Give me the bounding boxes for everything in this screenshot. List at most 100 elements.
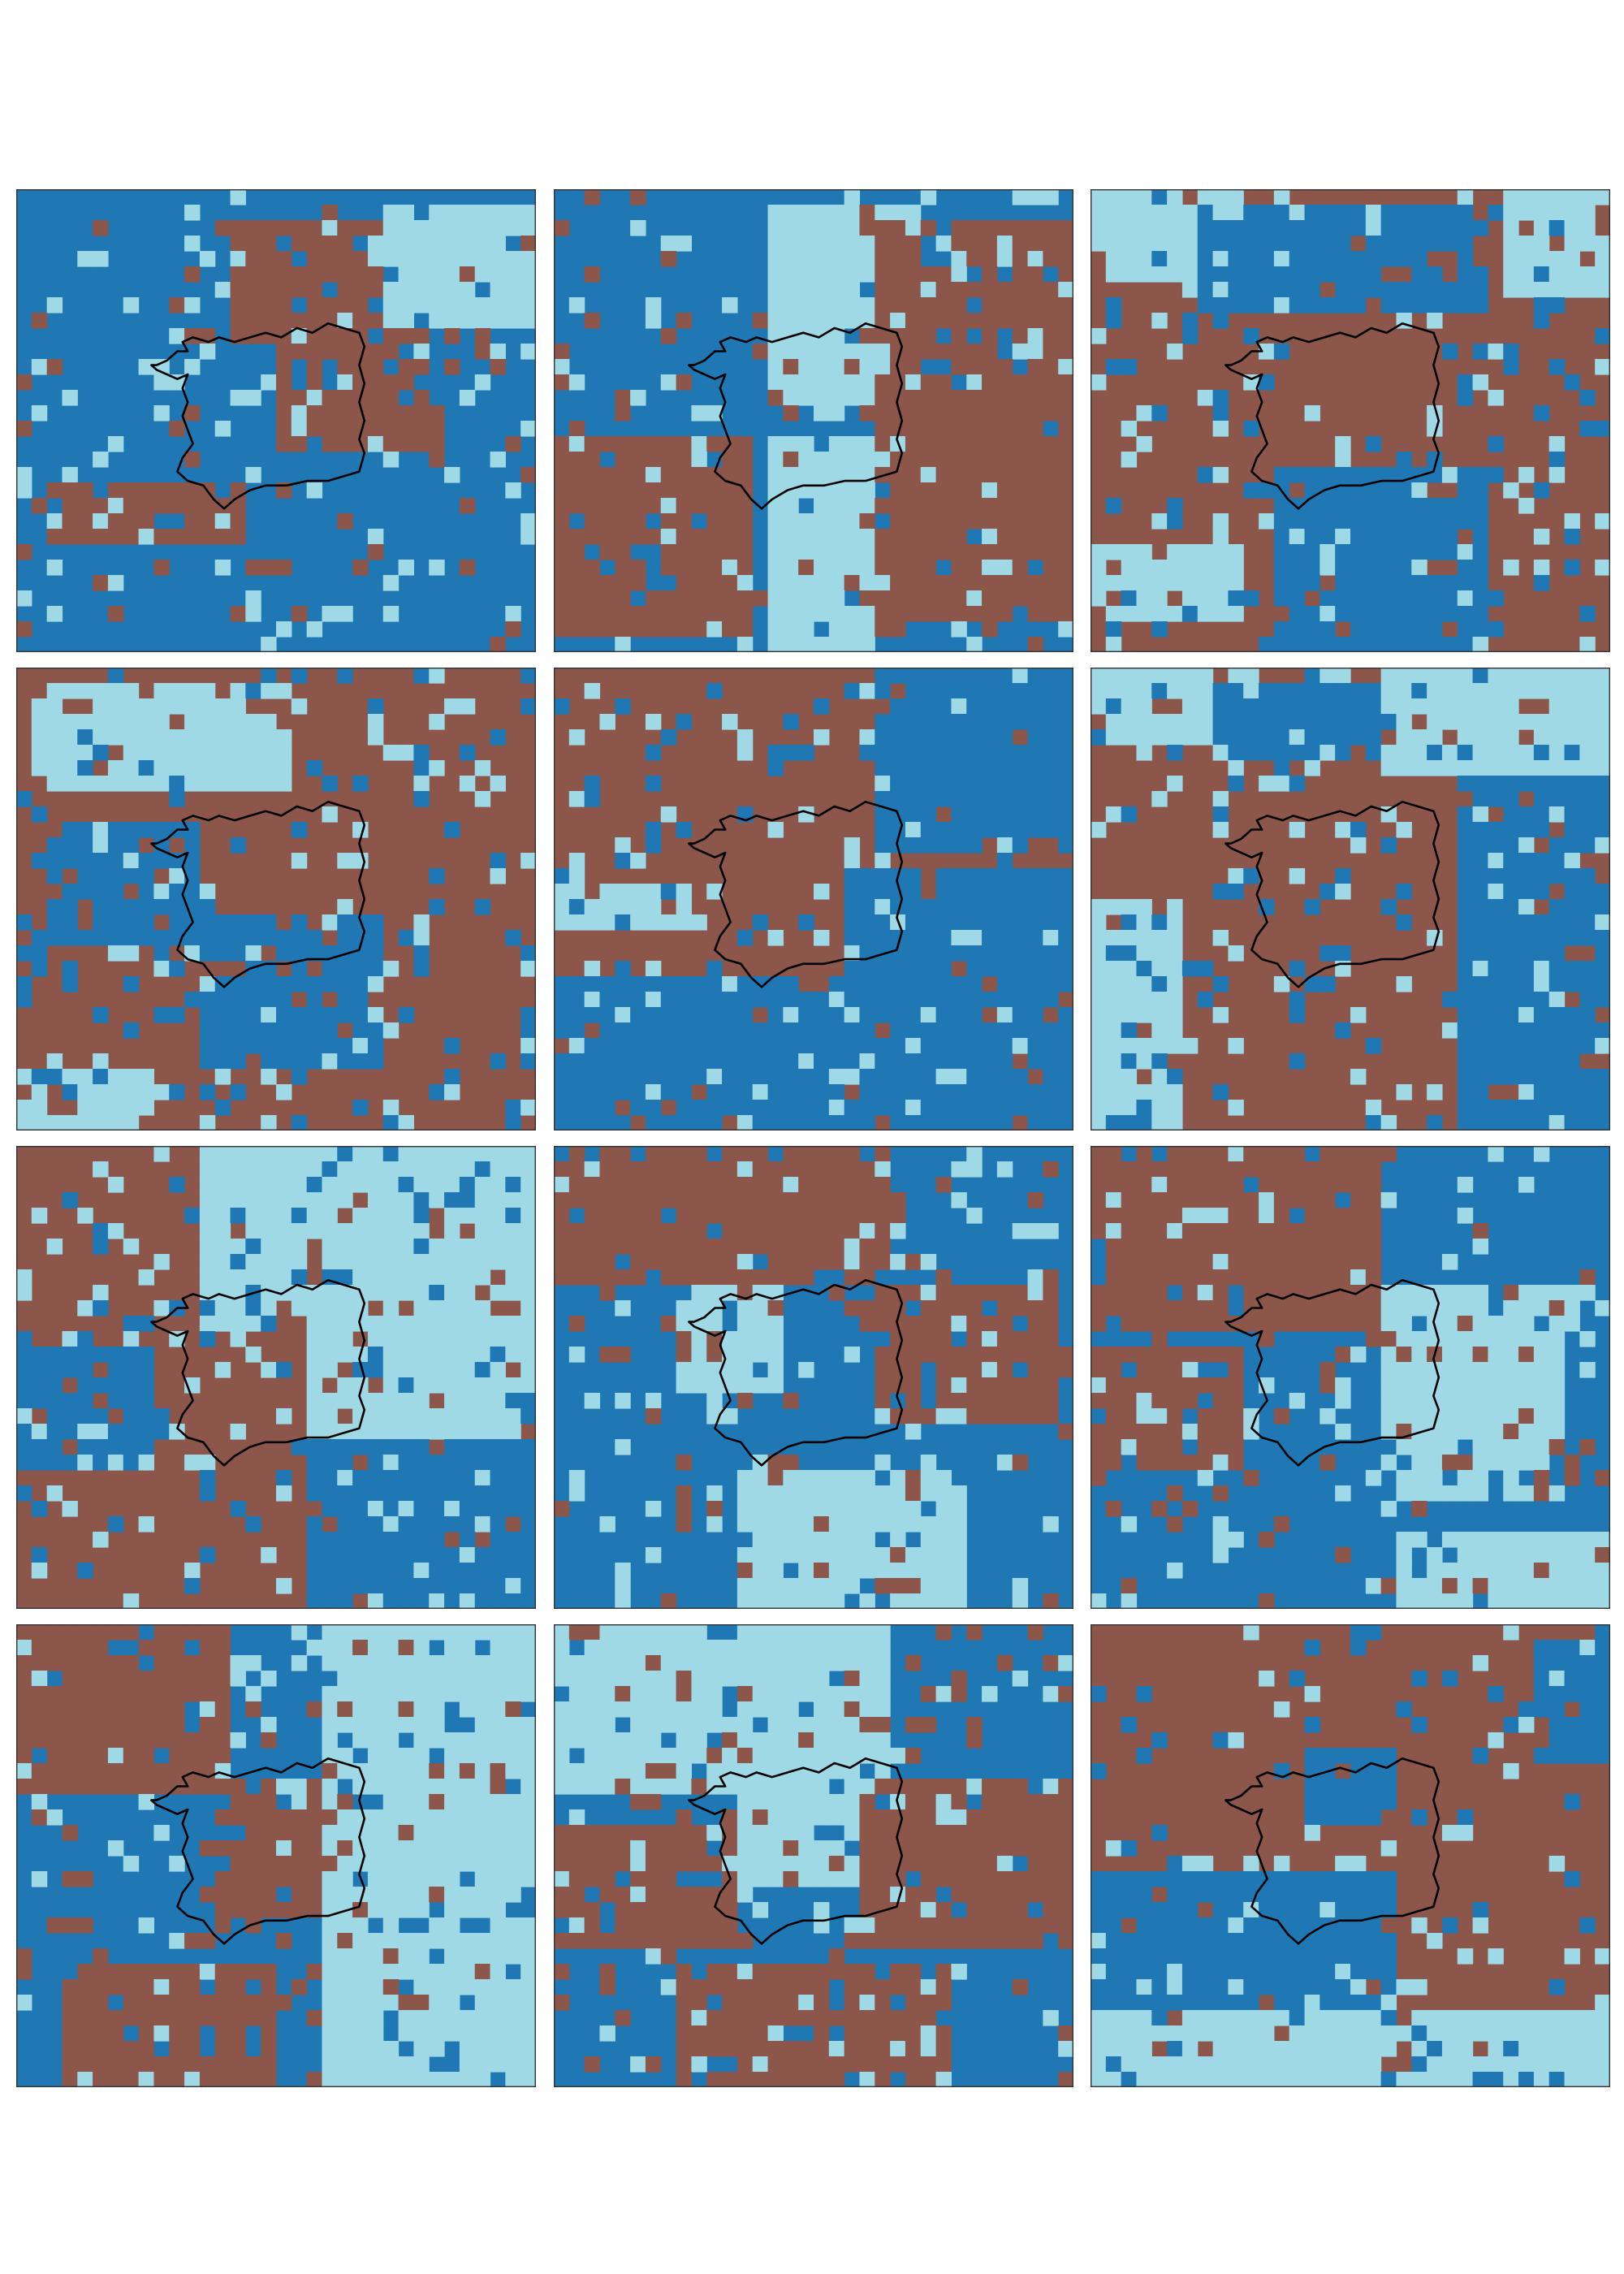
raster-cell: [722, 1161, 738, 1178]
raster-cell: [77, 1115, 93, 1131]
raster-cell: [382, 1285, 400, 1301]
raster-cell: [798, 575, 814, 591]
raster-cell: [520, 945, 536, 962]
raster-cell: [93, 498, 109, 514]
raster-cell: [1548, 868, 1566, 884]
raster-cell: [752, 1501, 769, 1517]
raster-cell: [62, 822, 78, 838]
raster-cell: [615, 1439, 631, 1455]
raster-cell: [459, 1593, 476, 1609]
raster-cell: [1380, 1578, 1397, 1594]
raster-cell: [291, 421, 308, 437]
raster-cell: [783, 590, 799, 607]
raster-cell: [875, 374, 891, 391]
raster-cell: [62, 914, 78, 931]
raster-cell: [1228, 945, 1244, 962]
raster-cell: [615, 976, 631, 992]
raster-cell: [1564, 1285, 1580, 1301]
raster-cell: [291, 976, 308, 992]
raster-cell: [736, 1563, 754, 1579]
raster-cell: [1012, 776, 1029, 792]
raster-cell: [875, 236, 891, 252]
raster-cell: [352, 1177, 369, 1193]
raster-cell: [459, 1393, 476, 1409]
raster-cell: [306, 282, 323, 298]
raster-cell: [1488, 1115, 1504, 1131]
raster-cell: [1197, 1439, 1214, 1455]
raster-cell: [568, 606, 585, 622]
raster-cell: [951, 236, 967, 252]
raster-cell: [568, 467, 585, 483]
raster-cell: [153, 560, 170, 576]
raster-cell: [1012, 945, 1029, 962]
raster-cell: [1027, 1038, 1043, 1054]
raster-cell: [1350, 1177, 1367, 1193]
raster-cell: [16, 1408, 32, 1424]
raster-cell: [520, 513, 536, 530]
raster-cell: [444, 1331, 460, 1347]
raster-cell: [1304, 282, 1320, 298]
raster-cell: [1380, 760, 1397, 776]
raster-cell: [1533, 205, 1550, 221]
raster-cell: [153, 822, 170, 838]
raster-cell: [1167, 1516, 1183, 1533]
raster-cell: [814, 513, 830, 530]
raster-cell: [107, 914, 124, 931]
raster-cell: [1411, 606, 1427, 622]
raster-cell: [123, 1424, 140, 1440]
raster-cell: [1151, 1038, 1168, 1054]
raster-cell: [1136, 590, 1152, 607]
raster-cell: [599, 467, 615, 483]
raster-cell: [1564, 1563, 1580, 1579]
raster-cell: [982, 575, 998, 591]
raster-cell: [1595, 1084, 1610, 1100]
raster-cell: [798, 282, 814, 298]
raster-cell: [1136, 1208, 1152, 1224]
raster-cell: [645, 992, 662, 1008]
raster-cell: [1228, 1146, 1244, 1162]
raster-cell: [1472, 1347, 1489, 1363]
raster-cell: [1289, 1316, 1306, 1332]
raster-cell: [169, 868, 185, 884]
raster-cell: [1167, 1377, 1183, 1394]
raster-cell: [505, 1192, 521, 1208]
raster-cell: [367, 1501, 384, 1517]
raster-cell: [752, 1485, 769, 1502]
raster-cell: [276, 683, 292, 699]
raster-cell: [444, 1069, 460, 1085]
raster-cell: [1335, 745, 1351, 761]
raster-cell: [1595, 961, 1610, 977]
raster-cell: [1579, 729, 1596, 746]
raster-cell: [184, 992, 201, 1008]
raster-cell: [93, 1100, 109, 1116]
raster-cell: [1365, 1239, 1382, 1255]
raster-cell: [490, 1501, 506, 1517]
raster-cell: [16, 374, 32, 391]
raster-cell: [490, 297, 506, 313]
raster-cell: [1091, 729, 1107, 746]
raster-cell: [844, 1038, 861, 1054]
raster-cell: [554, 467, 570, 483]
raster-cell: [844, 513, 861, 530]
raster-cell: [474, 251, 491, 267]
raster-cell: [1579, 189, 1596, 205]
raster-cell: [1579, 822, 1596, 838]
raster-cell: [1212, 806, 1229, 823]
raster-cell: [1427, 698, 1443, 715]
raster-cell: [814, 251, 830, 267]
raster-cell: [736, 1593, 754, 1609]
raster-cell: [814, 1146, 830, 1162]
raster-cell: [1043, 359, 1059, 375]
raster-cell: [1411, 760, 1427, 776]
raster-cell: [568, 884, 585, 900]
raster-cell: [1027, 683, 1043, 699]
raster-cell: [676, 1331, 693, 1347]
raster-cell: [920, 1316, 937, 1332]
raster-cell: [1488, 590, 1504, 607]
raster-cell: [367, 1593, 384, 1609]
raster-cell: [230, 729, 246, 746]
raster-cell: [1488, 822, 1504, 838]
raster-cell: [398, 1593, 415, 1609]
raster-cell: [859, 1547, 875, 1563]
raster-cell: [1058, 621, 1073, 638]
